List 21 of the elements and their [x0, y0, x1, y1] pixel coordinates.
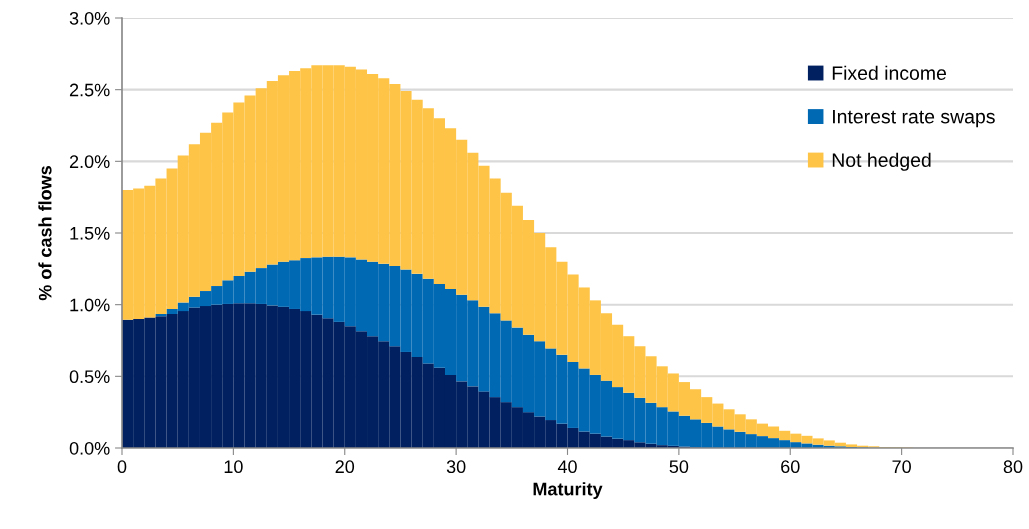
x-tick-label: 60	[781, 460, 800, 474]
legend-label: Not hedged	[832, 152, 931, 171]
y-tick-label: 3.0%	[69, 11, 110, 25]
y-tick-label: 2.5%	[69, 83, 110, 97]
x-tick-label: 40	[557, 460, 577, 474]
x-tick-label: 70	[892, 460, 911, 474]
x-axis-title: Maturity	[533, 482, 603, 500]
y-tick-label: 2.0%	[69, 155, 110, 169]
x-tick-label: 10	[224, 460, 243, 474]
y-tick-label: 0.0%	[69, 441, 110, 455]
x-tick-label: 50	[669, 460, 689, 474]
y-tick-label: 1.5%	[70, 227, 110, 240]
legend-label: Fixed income	[832, 65, 947, 80]
x-tick-label: 80	[1003, 460, 1023, 474]
x-tick-label: 20	[335, 460, 355, 474]
y-tick-label: 0.5%	[69, 370, 110, 384]
y-axis-title: % of cash flows	[38, 166, 52, 301]
x-tick-label: 0	[117, 460, 127, 474]
legend-label: Interest rate swaps	[833, 109, 995, 128]
x-tick-label: 30	[446, 460, 466, 474]
y-tick-label: 1.0%	[70, 298, 110, 312]
